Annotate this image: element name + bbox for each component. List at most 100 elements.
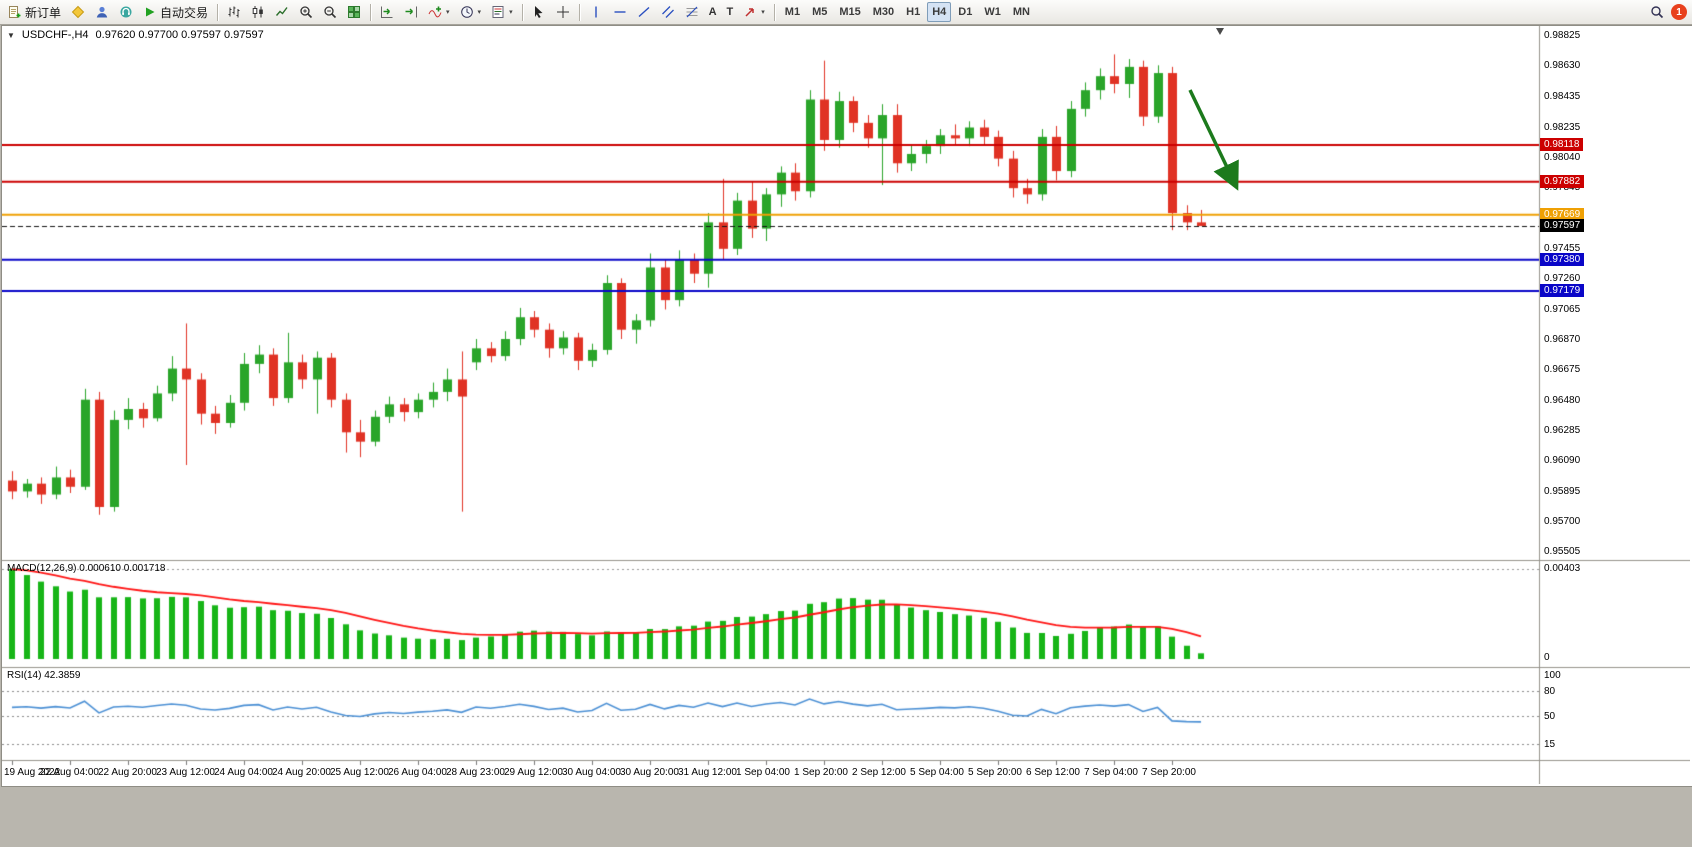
rsi-indicator-header: RSI(14) 42.3859 [7, 670, 81, 681]
price-line-tag[interactable]: 0.98118 [1540, 137, 1584, 151]
chart-symbol-period: USDCHF-,H4 [21, 29, 89, 41]
line-chart-icon [276, 7, 288, 16]
cursor-button[interactable] [528, 2, 550, 22]
time-axis-label: 1 Sep 04:00 [736, 767, 790, 778]
chart-shift-button[interactable] [400, 2, 422, 22]
fibonacci-button[interactable] [681, 2, 703, 22]
time-axis-label: 23 Aug 12:00 [156, 767, 215, 778]
price-scale-label: 0.95895 [1544, 485, 1581, 497]
time-axis-label: 24 Aug 04:00 [214, 767, 273, 778]
zoom-out-icon [324, 6, 337, 19]
price-scale-label: 0.98435 [1544, 90, 1581, 102]
line-chart-button[interactable] [271, 2, 293, 22]
periods-button[interactable]: ▾ [456, 2, 486, 22]
vertical-line-icon [594, 6, 597, 18]
dropdown-caret: ▾ [761, 9, 765, 16]
community-button[interactable] [91, 2, 113, 22]
timeframe-button-h1[interactable]: H1 [901, 2, 925, 22]
dropdown-caret: ▾ [477, 9, 482, 16]
toolbar-separator [578, 3, 580, 21]
timeframe-button-m30[interactable]: M30 [868, 2, 899, 22]
horizontal-line-button[interactable] [609, 2, 631, 22]
chart-shift-icon [405, 6, 418, 18]
time-axis-label: 5 Sep 20:00 [968, 767, 1022, 778]
time-axis-label: 1 Sep 20:00 [794, 767, 848, 778]
timeframe-button-m5[interactable]: M5 [807, 2, 832, 22]
text-label-button[interactable]: T [723, 2, 738, 22]
crosshair-button[interactable] [552, 2, 574, 22]
price-scale-label: 0.97455 [1544, 243, 1581, 255]
text-icon: A [708, 6, 717, 18]
macd-scale-max-label: 0.00403 [1544, 563, 1581, 574]
toolbar-separator [773, 3, 775, 21]
current-price-tag: 0.97597 [1540, 218, 1585, 232]
bar-chart-button[interactable] [223, 2, 245, 22]
search-button[interactable] [1646, 2, 1668, 22]
time-axis-label: 28 Aug 23:00 [446, 767, 505, 778]
autotrading-icon [146, 7, 155, 17]
channel-button[interactable] [657, 2, 679, 22]
time-axis-label: 6 Sep 12:00 [1026, 767, 1080, 778]
time-axis-label: 30 Aug 20:00 [620, 767, 679, 778]
zoom-in-button[interactable] [295, 2, 317, 22]
timeframe-group: M1 M5 M15 M30 H1 H4 D1 W1 MN [779, 2, 1036, 22]
time-axis-label: 22 Aug 04:00 [40, 767, 99, 778]
notification-badge[interactable]: 1 [1671, 4, 1687, 20]
template-icon [492, 6, 504, 18]
bar-chart-icon [228, 6, 240, 18]
market-watch-button[interactable] [67, 2, 89, 22]
time-axis-label: 19 Aug 2022 [4, 767, 61, 778]
trend-arrow-annotation[interactable] [1180, 82, 1260, 207]
chart-window: ▼ USDCHF-,H4 0.97620 0.97700 0.97597 0.9… [1, 25, 1692, 787]
auto-scroll-button[interactable] [376, 2, 398, 22]
user-icon [96, 6, 108, 18]
zoom-out-button[interactable] [319, 2, 341, 22]
indicators-button[interactable]: ▾ [424, 2, 454, 22]
chart-dropdown-icon[interactable]: ▼ [7, 30, 15, 40]
timeframe-button-m15[interactable]: M15 [834, 2, 865, 22]
fibonacci-icon [686, 6, 698, 18]
autotrading-label: 自动交易 [160, 5, 209, 20]
timeframe-button-h4[interactable]: H4 [927, 2, 952, 22]
price-chart-canvas[interactable] [2, 26, 1690, 784]
time-axis-label: 2 Sep 12:00 [852, 767, 906, 778]
new-order-button[interactable]: 新订单 [4, 2, 65, 22]
toolbar-separator [370, 3, 372, 21]
chart-title: ▼ USDCHF-,H4 0.97620 0.97700 0.97597 0.9… [7, 29, 264, 41]
time-axis-label: 5 Sep 04:00 [910, 767, 964, 778]
price-scale-label: 0.96870 [1544, 334, 1581, 346]
main-toolbar: 新订单 自动交易 ▾ ▾ [0, 0, 1692, 25]
tile-windows-button[interactable] [343, 2, 365, 22]
timeframe-button-m1[interactable]: M1 [780, 2, 805, 22]
auto-scroll-icon [381, 6, 393, 18]
candle-chart-button[interactable] [247, 2, 269, 22]
time-axis-label: 7 Sep 04:00 [1084, 767, 1138, 778]
time-axis-label: 7 Sep 20:00 [1142, 767, 1196, 778]
price-scale-label: 0.98040 [1544, 152, 1581, 164]
price-line-tag[interactable]: 0.97179 [1540, 283, 1585, 297]
trendline-icon [638, 6, 650, 18]
chart-shift-marker[interactable] [1216, 28, 1224, 35]
notification-count: 1 [1676, 6, 1682, 18]
price-line-tag[interactable]: 0.97669 [1540, 207, 1585, 221]
macd-scale-min-label: 0 [1544, 652, 1550, 663]
dropdown-caret: ▾ [509, 9, 513, 16]
arrows-button[interactable]: ▾ [739, 2, 769, 22]
price-scale-label: 0.98235 [1544, 121, 1581, 133]
autotrading-button[interactable]: 自动交易 [139, 2, 212, 22]
timeframe-button-w1[interactable]: W1 [979, 2, 1006, 22]
price-scale-label: 0.96090 [1544, 455, 1581, 467]
dropdown-caret: ▾ [446, 9, 450, 16]
timeframe-button-d1[interactable]: D1 [953, 2, 977, 22]
vertical-line-button[interactable] [585, 2, 607, 22]
support-button[interactable] [115, 2, 137, 22]
price-line-tag[interactable]: 0.97882 [1540, 174, 1585, 188]
templates-button[interactable]: ▾ [487, 2, 517, 22]
trendline-button[interactable] [633, 2, 655, 22]
tile-windows-icon [348, 6, 361, 18]
price-scale-label: 0.98825 [1544, 29, 1581, 41]
text-button[interactable]: A [705, 2, 721, 22]
macd-indicator-header: MACD(12,26,9) 0.000610 0.001718 [7, 563, 166, 574]
price-line-tag[interactable]: 0.97380 [1540, 252, 1585, 266]
timeframe-button-mn[interactable]: MN [1008, 2, 1035, 22]
